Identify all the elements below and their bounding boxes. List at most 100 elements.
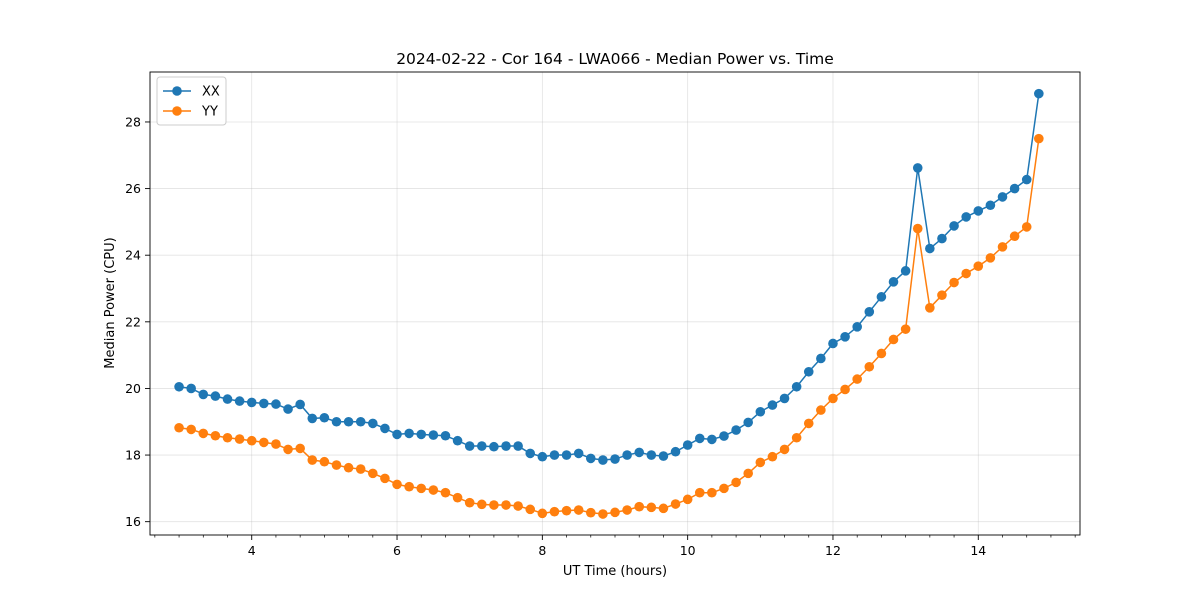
data-point-yy <box>985 253 996 263</box>
data-point-yy <box>779 444 790 455</box>
data-point-xx <box>864 307 875 317</box>
data-point-yy <box>961 268 971 279</box>
data-point-yy <box>416 483 427 494</box>
data-point-xx <box>900 266 911 276</box>
data-point-xx <box>658 451 669 461</box>
data-point-yy <box>646 502 657 513</box>
data-point-xx <box>598 455 608 465</box>
data-point-yy <box>937 290 947 300</box>
data-point-xx <box>840 332 850 342</box>
data-point-yy <box>707 487 717 498</box>
y-tick-label: 28 <box>125 114 141 129</box>
data-point-xx <box>961 212 971 222</box>
data-point-yy <box>694 487 705 498</box>
y-tick-label: 16 <box>125 514 141 529</box>
data-point-xx <box>537 451 548 462</box>
series-xx <box>174 88 1044 465</box>
data-point-xx <box>694 433 705 444</box>
data-point-yy <box>331 460 342 470</box>
data-point-xx <box>779 393 790 404</box>
data-point-yy <box>428 485 439 495</box>
data-point-yy <box>1021 222 1032 232</box>
data-point-yy <box>585 507 596 518</box>
data-point-xx <box>416 429 427 440</box>
data-point-yy <box>319 456 330 467</box>
data-point-yy <box>658 503 669 514</box>
data-point-xx <box>283 404 293 414</box>
data-point-xx <box>198 389 209 400</box>
data-point-xx <box>937 233 947 244</box>
data-point-xx <box>319 412 330 423</box>
data-point-xx <box>585 453 596 464</box>
data-point-yy <box>525 504 536 515</box>
data-point-xx <box>295 399 305 410</box>
data-point-yy <box>355 464 366 474</box>
data-point-xx <box>803 366 814 377</box>
data-point-yy <box>791 432 802 443</box>
y-axis-label: Median Power (CPU) <box>103 237 118 368</box>
data-point-xx <box>925 243 935 254</box>
data-point-xx <box>852 322 862 332</box>
data-point-yy <box>1034 133 1044 144</box>
data-point-xx <box>331 416 342 427</box>
legend: XX YY <box>156 76 227 126</box>
data-point-yy <box>392 479 402 490</box>
y-tick-label: 24 <box>125 248 141 263</box>
data-point-yy <box>464 497 475 508</box>
data-point-xx <box>549 450 560 460</box>
data-point-xx <box>1021 174 1032 185</box>
data-point-yy <box>719 483 729 494</box>
data-point-xx <box>767 400 778 410</box>
data-point-yy <box>682 494 693 505</box>
x-tick-label: 6 <box>393 543 401 558</box>
data-point-yy <box>973 261 984 271</box>
y-tick-label: 26 <box>125 181 141 196</box>
data-point-xx <box>707 434 717 445</box>
data-point-yy <box>513 501 523 511</box>
x-tick-label: 14 <box>970 543 986 558</box>
data-point-xx <box>392 429 402 440</box>
y-tick-label: 20 <box>125 381 141 396</box>
data-point-xx <box>561 450 572 460</box>
data-point-xx <box>489 441 499 452</box>
data-point-xx <box>428 430 439 440</box>
x-tick-label: 12 <box>825 543 841 558</box>
data-point-yy <box>803 418 814 429</box>
data-point-yy <box>755 457 766 468</box>
data-point-yy <box>404 481 414 492</box>
data-point-yy <box>573 505 584 515</box>
data-point-yy <box>997 242 1008 252</box>
data-point-xx <box>973 206 984 216</box>
data-point-xx <box>949 221 959 231</box>
data-point-xx <box>610 454 620 464</box>
data-point-xx <box>355 416 366 427</box>
data-point-xx <box>622 450 632 460</box>
data-point-yy <box>440 487 451 498</box>
data-point-xx <box>912 163 923 173</box>
data-point-xx <box>513 441 523 451</box>
data-point-yy <box>452 492 463 503</box>
data-point-yy <box>343 462 354 473</box>
data-point-xx <box>307 413 318 424</box>
data-point-yy <box>852 374 862 384</box>
data-point-xx <box>343 416 354 427</box>
data-point-yy <box>610 507 620 518</box>
data-point-yy <box>283 444 293 455</box>
y-tick-label: 18 <box>125 448 141 463</box>
data-point-yy <box>743 468 753 479</box>
data-point-xx <box>719 431 729 441</box>
data-point-xx <box>888 277 899 287</box>
x-tick-label: 10 <box>680 543 696 558</box>
data-point-xx <box>816 353 826 364</box>
data-point-yy <box>234 434 245 444</box>
data-point-yy <box>900 324 911 334</box>
data-point-xx <box>646 450 657 460</box>
data-point-xx <box>997 192 1008 202</box>
data-point-xx <box>234 396 245 406</box>
data-point-xx <box>876 292 887 302</box>
data-point-yy <box>174 422 184 433</box>
data-point-xx <box>791 381 802 392</box>
data-point-yy <box>864 361 875 372</box>
y-tick-label: 22 <box>125 314 141 329</box>
